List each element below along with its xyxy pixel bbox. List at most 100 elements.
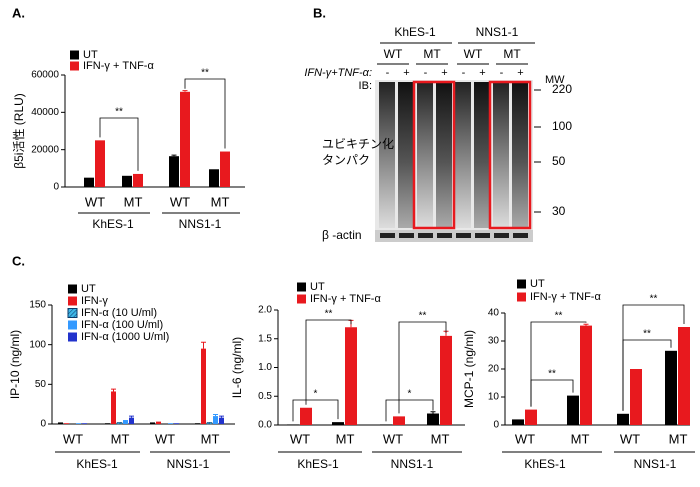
bar bbox=[201, 348, 206, 424]
significance-label: ** bbox=[419, 311, 427, 322]
group-label: NNS1-1 bbox=[634, 457, 677, 471]
bar bbox=[168, 423, 173, 424]
actin-band bbox=[456, 233, 471, 238]
significance-bracket bbox=[99, 117, 139, 171]
y-tick-label: 0 bbox=[40, 419, 46, 430]
bar bbox=[580, 325, 592, 425]
bar bbox=[220, 151, 230, 187]
legend-label: UT bbox=[310, 281, 325, 293]
error-bar bbox=[219, 415, 224, 418]
bar bbox=[129, 417, 134, 424]
legend-label: IFN-γ + TNF-α bbox=[530, 291, 601, 303]
x-tick-label: WT bbox=[620, 431, 640, 446]
x-tick-label: MT bbox=[111, 431, 130, 446]
significance-bracket bbox=[305, 319, 352, 405]
x-tick-label: MT bbox=[201, 431, 220, 446]
x-tick-label: MT bbox=[336, 431, 355, 446]
y-tick-label: 20000 bbox=[31, 144, 59, 155]
legend-label: UT bbox=[530, 278, 545, 290]
bar bbox=[665, 350, 677, 425]
actin-band bbox=[513, 233, 528, 238]
bar bbox=[525, 409, 537, 425]
x-tick-label: MT bbox=[431, 431, 450, 446]
legend-label: IFN-α (1000 U/ml) bbox=[81, 331, 169, 343]
significance-label: * bbox=[314, 389, 318, 400]
bar bbox=[213, 416, 218, 424]
treatment-sign: + bbox=[517, 67, 523, 79]
x-tick-label: WT bbox=[383, 431, 403, 446]
lane bbox=[379, 82, 395, 228]
bar bbox=[133, 173, 143, 187]
actin-band bbox=[418, 233, 433, 238]
lane bbox=[398, 82, 414, 228]
bar bbox=[219, 417, 224, 424]
actin-band bbox=[380, 233, 395, 238]
x-tick-label: WT bbox=[63, 431, 83, 446]
legend-swatch bbox=[297, 294, 306, 304]
treatment-sign: - bbox=[386, 67, 390, 79]
y-tick-label: 1.0 bbox=[258, 362, 272, 373]
bar bbox=[512, 419, 524, 425]
bar bbox=[169, 156, 179, 187]
bar bbox=[345, 327, 357, 425]
y-tick-label: 40000 bbox=[31, 107, 59, 118]
lane bbox=[493, 82, 509, 228]
legend-label: IFN-γ bbox=[81, 295, 108, 307]
y-tick-label: 30 bbox=[488, 336, 500, 347]
significance-bracket bbox=[385, 399, 434, 422]
y-tick-label: 0 bbox=[493, 420, 499, 431]
y-tick-label: 60000 bbox=[31, 70, 59, 81]
legend-swatch bbox=[68, 296, 77, 306]
error-bar bbox=[583, 323, 589, 326]
bar bbox=[332, 422, 344, 425]
group-label: KhES-1 bbox=[92, 217, 134, 231]
group-label: NNS1-1 bbox=[391, 457, 434, 471]
y-axis-label: IL-6 (ng/ml) bbox=[230, 337, 244, 398]
y-tick-label: 20 bbox=[488, 364, 500, 375]
actin-band bbox=[399, 233, 414, 238]
y-tick-label: 0.0 bbox=[258, 420, 272, 431]
x-tick-label: MT bbox=[124, 194, 143, 209]
x-tick-label: WT bbox=[155, 431, 175, 446]
bar bbox=[195, 423, 200, 424]
legend-swatch bbox=[68, 284, 77, 294]
bar bbox=[122, 175, 132, 187]
lane bbox=[474, 82, 490, 228]
significance-label: ** bbox=[201, 68, 209, 79]
x-tick-label: MT bbox=[211, 194, 230, 209]
bar bbox=[95, 140, 105, 187]
bar bbox=[393, 416, 405, 425]
mw-label: 220 bbox=[552, 82, 572, 96]
bar bbox=[427, 413, 439, 425]
error-bar bbox=[430, 411, 436, 414]
x-tick-label: MT bbox=[571, 431, 590, 446]
genotype-label: WT bbox=[464, 47, 483, 61]
significance-label: ** bbox=[643, 329, 651, 340]
y-tick-label: 0.5 bbox=[258, 391, 272, 402]
legend-swatch bbox=[297, 282, 306, 292]
legend-swatch bbox=[517, 279, 526, 289]
significance-bracket bbox=[292, 399, 339, 422]
bar bbox=[105, 423, 110, 424]
mw-title: MW bbox=[545, 74, 565, 86]
error-bar bbox=[201, 341, 206, 349]
bar bbox=[111, 391, 116, 424]
y-tick-label: 1.5 bbox=[258, 333, 272, 344]
error-bar bbox=[182, 90, 188, 92]
y-tick-label: 100 bbox=[29, 339, 46, 350]
bar bbox=[82, 423, 87, 424]
x-tick-label: WT bbox=[85, 194, 105, 209]
x-tick-label: WT bbox=[170, 194, 190, 209]
group-label: KhES-1 bbox=[76, 457, 118, 471]
legend-swatch bbox=[68, 332, 77, 342]
treatment-sign: + bbox=[403, 67, 409, 79]
significance-label: ** bbox=[555, 311, 563, 322]
lane bbox=[512, 82, 528, 228]
bar bbox=[206, 422, 213, 425]
y-axis-label: IP-10 (ng/ml) bbox=[8, 330, 22, 399]
bar bbox=[300, 407, 312, 425]
legend-swatch bbox=[68, 320, 77, 330]
lane bbox=[436, 82, 452, 228]
